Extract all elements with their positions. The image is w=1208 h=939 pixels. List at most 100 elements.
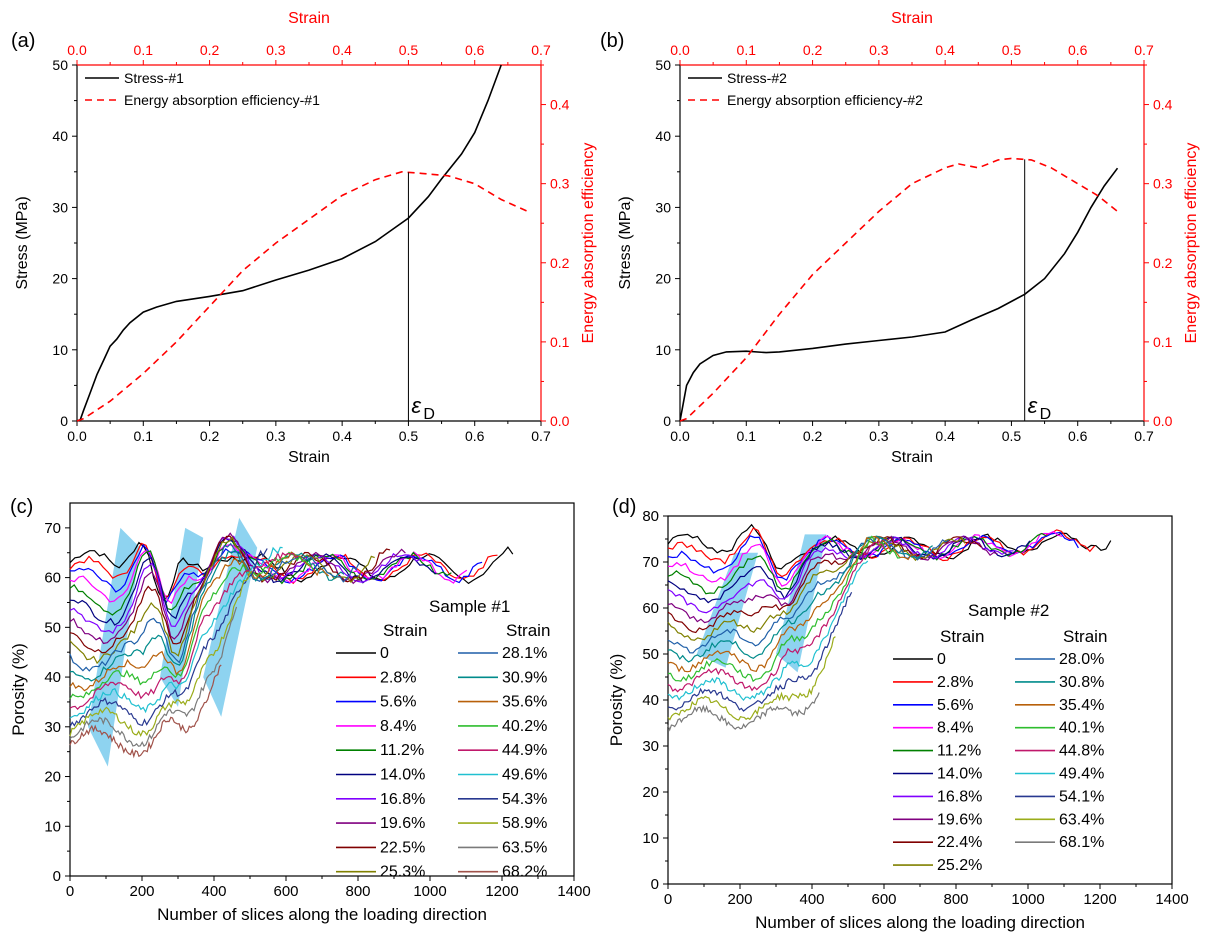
series-line-16 [667, 591, 853, 712]
y-tick-label: 40 [52, 128, 68, 144]
y-tick-label: 20 [52, 271, 68, 287]
y-axis-label: Porosity (%) [607, 654, 626, 747]
legend-label: 8.4% [937, 720, 973, 737]
legend-label: 11.2% [937, 743, 981, 760]
x-tick-label: 0.4 [332, 428, 352, 444]
top-x-tick-label: 0.4 [935, 42, 955, 58]
series-line-7 [69, 532, 406, 645]
x-tick-label: 800 [943, 891, 968, 908]
x-tick-label: 1400 [1155, 891, 1188, 908]
y-tick-label: 40 [44, 669, 61, 686]
x-tick-label: 1400 [557, 883, 590, 900]
highlight-band-2 [203, 517, 258, 717]
legend-label: 8.4% [380, 718, 416, 735]
right-y-tick-label: 0.0 [1153, 413, 1173, 429]
series-line-0 [69, 541, 514, 602]
series-line-13 [69, 551, 314, 700]
y-tick-label: 60 [642, 600, 659, 617]
legend-label: 2.8% [937, 674, 973, 691]
legend-label: 25.3% [380, 864, 425, 881]
x-tick-label: 0.4 [935, 428, 955, 444]
x-tick-label: 0.2 [803, 428, 823, 444]
y-tick-label: 40 [642, 692, 659, 709]
panel-a-layer: (a) 0.0 0.0 0.1 0.1 0.2 0.2 0.3 0.3 0.4 0.4 0.5 0.5 0… [11, 10, 597, 466]
series-line-1 [679, 157, 1118, 422]
top-x-tick-label: 0.7 [531, 42, 551, 58]
x-axis-label: Strain [288, 449, 330, 466]
panel-label: (d) [612, 496, 636, 518]
strain-marker-subscript: D [1040, 406, 1052, 423]
right-y-tick-label: 0.1 [550, 334, 570, 350]
series-line-13 [667, 535, 901, 683]
x-tick-label: 400 [201, 883, 226, 900]
x-axis-label: Number of slices along the loading direc… [157, 905, 487, 924]
legend-label: Energy absorption efficiency-#2 [727, 92, 923, 108]
legend-header: Strain [506, 621, 550, 640]
x-tick-label: 0.0 [67, 428, 87, 444]
series-line-16 [69, 548, 268, 728]
legend-label: 22.5% [380, 839, 425, 856]
legend-label: 49.4% [1059, 766, 1104, 783]
legend-label: 63.5% [502, 839, 547, 856]
y-tick-label: 10 [655, 342, 671, 358]
right-y-tick-label: 0.4 [550, 97, 570, 113]
y-axis-label: Stress (MPa) [14, 196, 31, 289]
legend-header: Strain [383, 621, 427, 640]
right-y-tick-label: 0.3 [550, 176, 570, 192]
legend-label: 68.1% [1059, 834, 1104, 851]
series-line-17 [69, 571, 252, 738]
series-line-12 [667, 535, 917, 673]
series-line-18 [69, 606, 238, 748]
right-y-tick-label: 0.3 [1153, 176, 1173, 192]
y-tick-label: 30 [44, 719, 61, 736]
legend-label: 14.0% [937, 766, 982, 783]
top-x-tick-label: 0.2 [803, 42, 823, 58]
x-tick-label: 800 [345, 883, 370, 900]
strain-marker-subscript: D [423, 406, 435, 423]
top-x-tick-label: 0.0 [67, 42, 87, 58]
panel-d-layer: (d)0 200 400 600 800 1000 1200 1400010203040506… [607, 496, 1189, 932]
y-tick-label: 10 [642, 830, 659, 847]
series-line-11 [667, 535, 933, 663]
x-tick-label: 0.3 [869, 428, 889, 444]
right-y-axis-label: Energy absorption efficiency [1183, 143, 1200, 344]
y-tick-label: 20 [655, 271, 671, 287]
legend-label: 54.3% [502, 791, 547, 808]
legend-background [330, 594, 566, 862]
x-tick-label: 0.5 [1002, 428, 1022, 444]
series-line-0 [76, 64, 502, 422]
series-line-12 [69, 551, 329, 692]
top-x-axis-label: Strain [891, 10, 933, 27]
series-line-2 [667, 531, 1079, 581]
top-x-axis-label: Strain [288, 10, 330, 27]
legend-label: Stress-#1 [124, 70, 184, 86]
series-line-3 [667, 530, 1063, 587]
y-tick-label: 50 [52, 57, 68, 73]
x-tick-label: 1200 [1083, 891, 1116, 908]
top-x-tick-label: 0.1 [737, 42, 757, 58]
x-tick-label: 600 [273, 883, 298, 900]
highlight-band-0 [88, 527, 141, 767]
top-x-tick-label: 0.5 [399, 42, 419, 58]
legend-label: 68.2% [502, 864, 547, 881]
right-y-tick-label: 0.4 [1153, 97, 1173, 113]
legend-label: 22.4% [937, 834, 982, 851]
series-line-6 [69, 535, 421, 634]
y-axis-label: Stress (MPa) [617, 196, 634, 289]
y-axis-label: Porosity (%) [9, 643, 28, 736]
right-y-axis-label: Energy absorption efficiency [580, 143, 597, 344]
series-line-8 [69, 535, 391, 654]
series-line-1 [69, 542, 498, 597]
legend-label: 11.2% [380, 742, 424, 759]
y-tick-label: 10 [52, 342, 68, 358]
right-y-tick-label: 0.0 [550, 413, 570, 429]
x-tick-label: 0 [664, 891, 672, 908]
x-tick-label: 0.2 [200, 428, 220, 444]
x-tick-label: 0.6 [465, 428, 485, 444]
legend-label: 0 [937, 651, 946, 668]
y-tick-label: 20 [44, 769, 61, 786]
series-line-1 [76, 170, 529, 422]
legend-label: Stress-#2 [727, 70, 787, 86]
legend-label: 2.8% [380, 669, 416, 686]
legend-header: Strain [1063, 627, 1107, 646]
